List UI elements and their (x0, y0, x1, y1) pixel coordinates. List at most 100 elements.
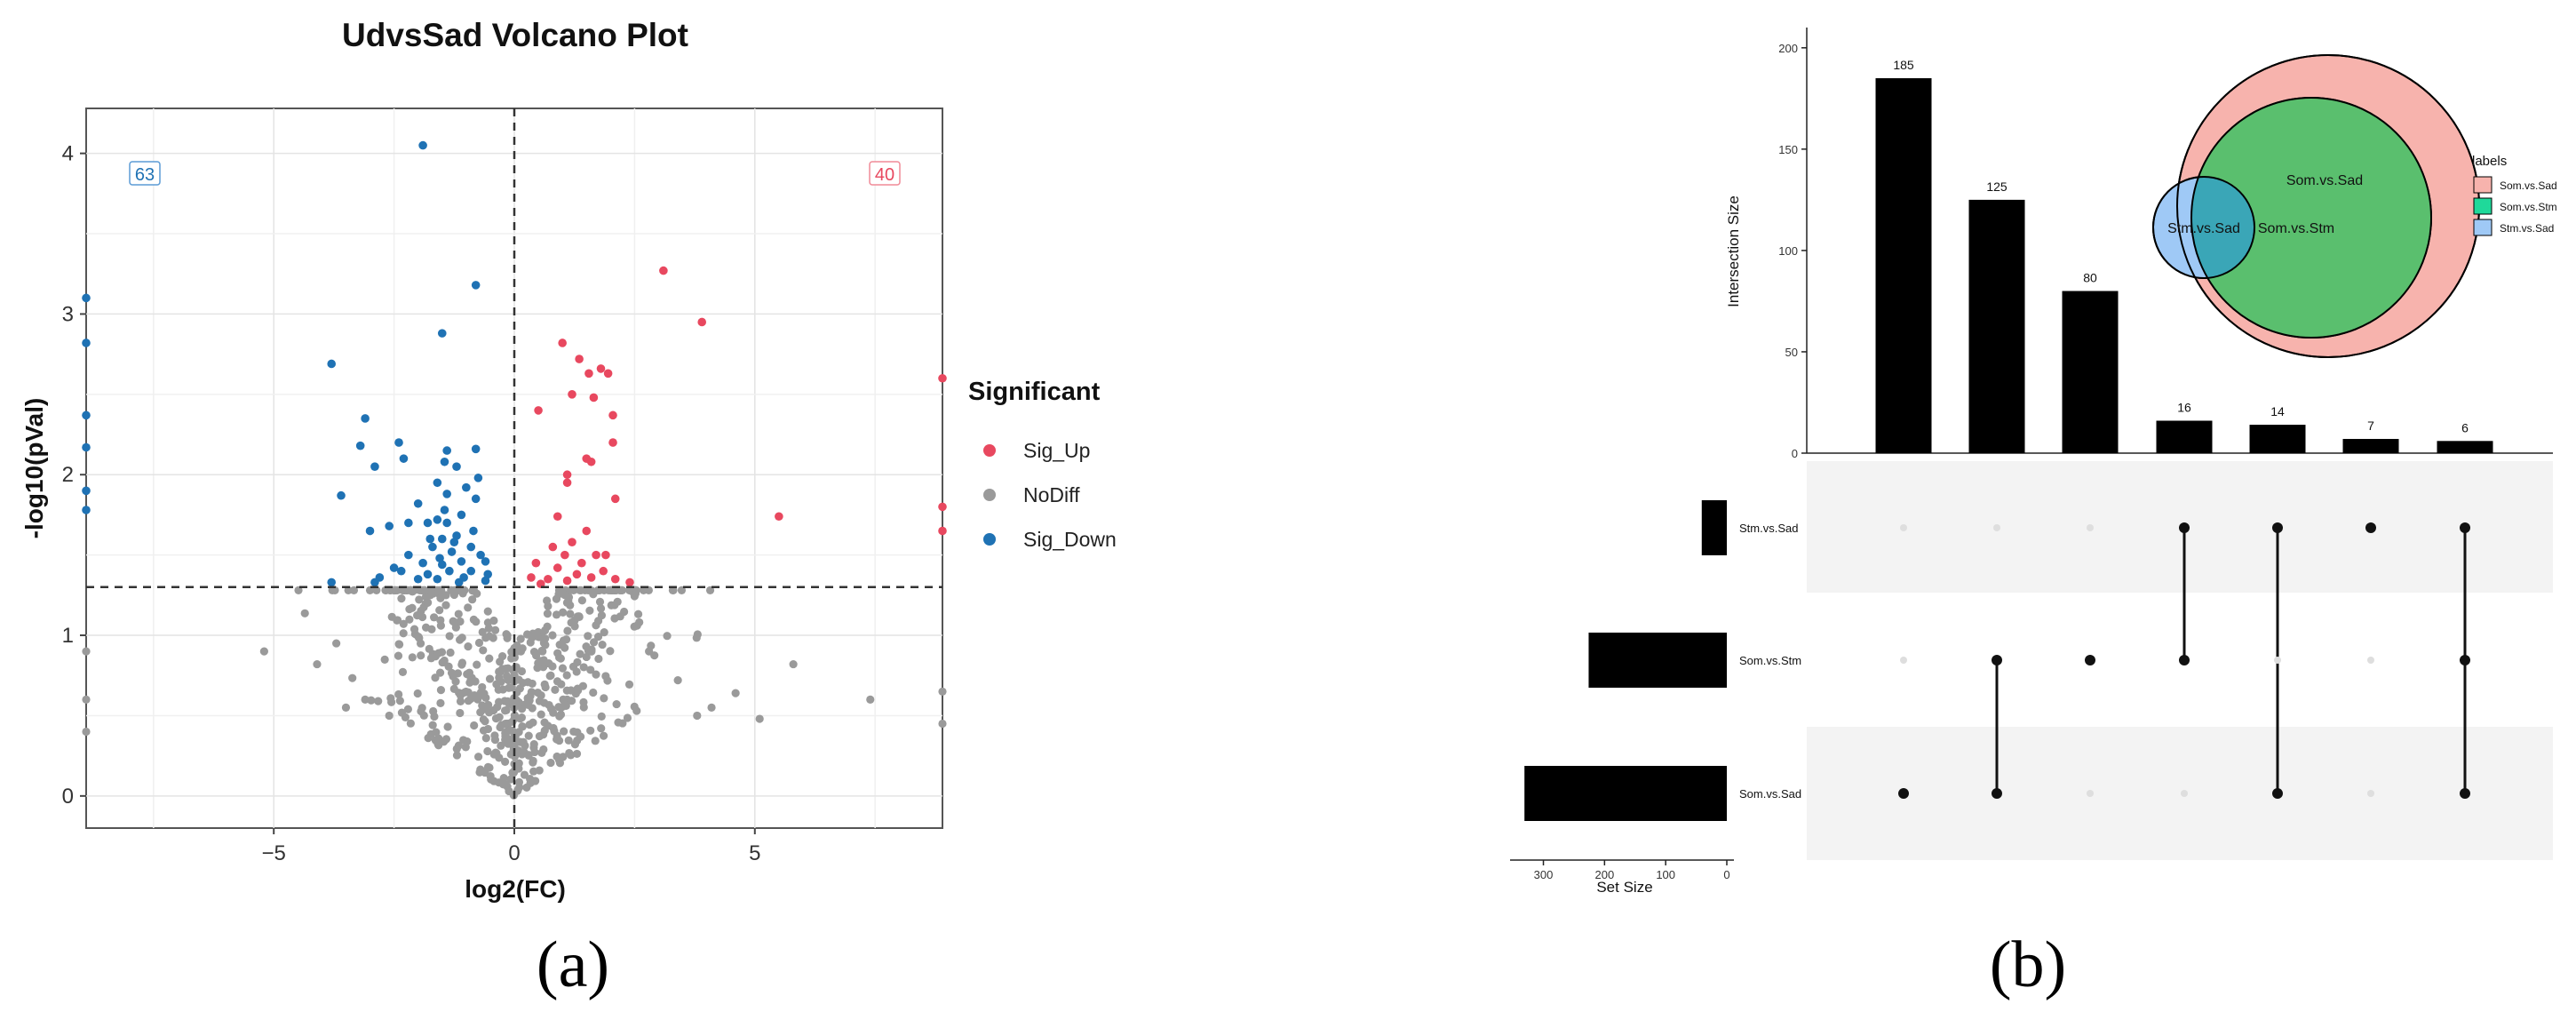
volcano-point-nodiff (546, 671, 555, 680)
volcano-point-nodiff (510, 752, 520, 761)
volcano-point-sig-up (582, 454, 592, 463)
volcano-ytick-label: 2 (62, 463, 74, 487)
volcano-point-nodiff (514, 697, 523, 707)
volcano-point-nodiff (330, 586, 339, 595)
volcano-xtick-label: 0 (508, 841, 520, 865)
venn-overlap-som-sad-som-stm (2191, 98, 2431, 338)
volcano-point-nodiff (635, 618, 644, 627)
volcano-point-sig-down (433, 574, 442, 584)
volcano-point-sig-down (481, 557, 490, 566)
volcano-point-nodiff (431, 673, 440, 682)
volcano-point-nodiff (576, 649, 584, 658)
volcano-point-sig-down (404, 550, 413, 560)
volcano-point-nodiff (365, 586, 375, 595)
volcano-point-nodiff (474, 638, 484, 648)
matrix-dot-empty (2181, 790, 2188, 797)
volcano-point-nodiff (556, 710, 566, 719)
volcano-point-nodiff (539, 730, 548, 739)
volcano-point-sig-down (418, 558, 427, 568)
intersection-bar (2249, 425, 2306, 453)
volcano-point-nodiff (533, 664, 542, 673)
volcano-point-nodiff (380, 655, 389, 664)
volcano-point-nodiff (566, 610, 575, 618)
intersection-bar (1968, 199, 2025, 453)
volcano-point-nodiff (577, 596, 587, 605)
volcano-point-nodiff (866, 695, 875, 704)
count-label-up-text: 40 (875, 165, 894, 185)
volcano-point-nodiff (495, 667, 504, 676)
volcano-point-nodiff (389, 586, 398, 595)
volcano-point-sig-down (365, 526, 375, 536)
intersection-bar (2156, 420, 2213, 453)
volcano-point-sig-up (697, 317, 707, 327)
volcano-point-nodiff (525, 696, 534, 705)
volcano-point-sig-down (82, 410, 91, 420)
volcano-point-nodiff (562, 671, 571, 680)
matrix-dot-filled (2365, 522, 2376, 533)
volcano-xlabel: log2(FC) (465, 875, 566, 903)
volcano-point-nodiff (497, 677, 505, 686)
volcano-point-nodiff (633, 610, 643, 618)
volcano-point-sig-down (462, 482, 471, 492)
volcano-point-nodiff (435, 606, 444, 615)
volcano-point-nodiff (546, 758, 555, 768)
volcano-point-sig-down (399, 454, 409, 463)
count-label-down-text: 63 (135, 165, 155, 185)
volcano-point-sig-up (531, 558, 541, 568)
intersection-bar-label: 6 (2461, 420, 2469, 434)
volcano-point-nodiff (572, 749, 582, 759)
volcano-point-nodiff (421, 623, 431, 632)
volcano-point-nodiff (518, 644, 527, 653)
legend-marker-sig-up (983, 444, 996, 457)
volcano-point-sig-down (437, 560, 447, 570)
venn-legend-swatch-som-vs-sad (2473, 176, 2493, 194)
set-size-tick-label: 100 (1656, 868, 1675, 881)
venn-outline-stm-vs-sad (2152, 176, 2255, 279)
volcano-point-nodiff (559, 608, 568, 617)
volcano-point-nodiff (539, 745, 548, 754)
volcano-point-nodiff (436, 621, 445, 630)
volcano-point-nodiff (294, 586, 303, 595)
volcano-point-nodiff (586, 726, 595, 735)
volcano-point-nodiff (428, 721, 437, 729)
volcano-point-nodiff (435, 668, 445, 677)
volcano-point-sig-up (608, 438, 617, 447)
volcano-point-nodiff (461, 743, 470, 752)
volcano-point-sig-up (589, 393, 599, 402)
volcano-point-nodiff (597, 712, 606, 721)
volcano-point-nodiff (434, 741, 443, 750)
matrix-dot-empty (2087, 790, 2094, 797)
volcano-point-nodiff (525, 721, 534, 729)
intersection-bar-label: 7 (2367, 418, 2374, 433)
volcano-point-nodiff (597, 724, 606, 733)
volcano-point-nodiff (496, 657, 505, 666)
legend-marker-sig-down (983, 533, 996, 546)
caption-b: (b) (1990, 928, 2066, 1001)
volcano-point-sig-up (775, 512, 783, 522)
volcano-point-nodiff (464, 603, 473, 612)
volcano-point-sig-down (413, 574, 423, 584)
volcano-point-nodiff (454, 741, 464, 750)
volcano-point-nodiff (585, 606, 594, 615)
volcano-point-sig-down (471, 281, 481, 290)
volcano-point-nodiff (516, 634, 525, 643)
volcano-point-nodiff (731, 689, 740, 697)
volcano-point-sig-up (659, 266, 668, 275)
volcano-point-nodiff (403, 705, 412, 713)
intersection-bar (1875, 78, 1932, 454)
volcano-point-nodiff (490, 736, 500, 745)
matrix-dot-empty (1900, 524, 1907, 531)
intersection-ytick-label: 50 (1785, 346, 1798, 359)
volcano-point-nodiff (517, 666, 527, 676)
volcano-point-sig-down (385, 522, 394, 530)
matrix-dot-filled (1898, 788, 1909, 799)
venn-label-som-vs-sad: Som.vs.Sad (2286, 173, 2363, 188)
set-name-label: Som.vs.Stm (1739, 654, 1801, 667)
volcano-point-nodiff (538, 647, 547, 656)
legend-label-nodiff: NoDiff (1023, 483, 1080, 506)
volcano-point-nodiff (469, 586, 479, 595)
volcano-point-nodiff (417, 651, 425, 660)
volcano-point-nodiff (553, 735, 561, 744)
volcano-point-nodiff (259, 647, 268, 656)
volcano-point-nodiff (417, 704, 426, 713)
